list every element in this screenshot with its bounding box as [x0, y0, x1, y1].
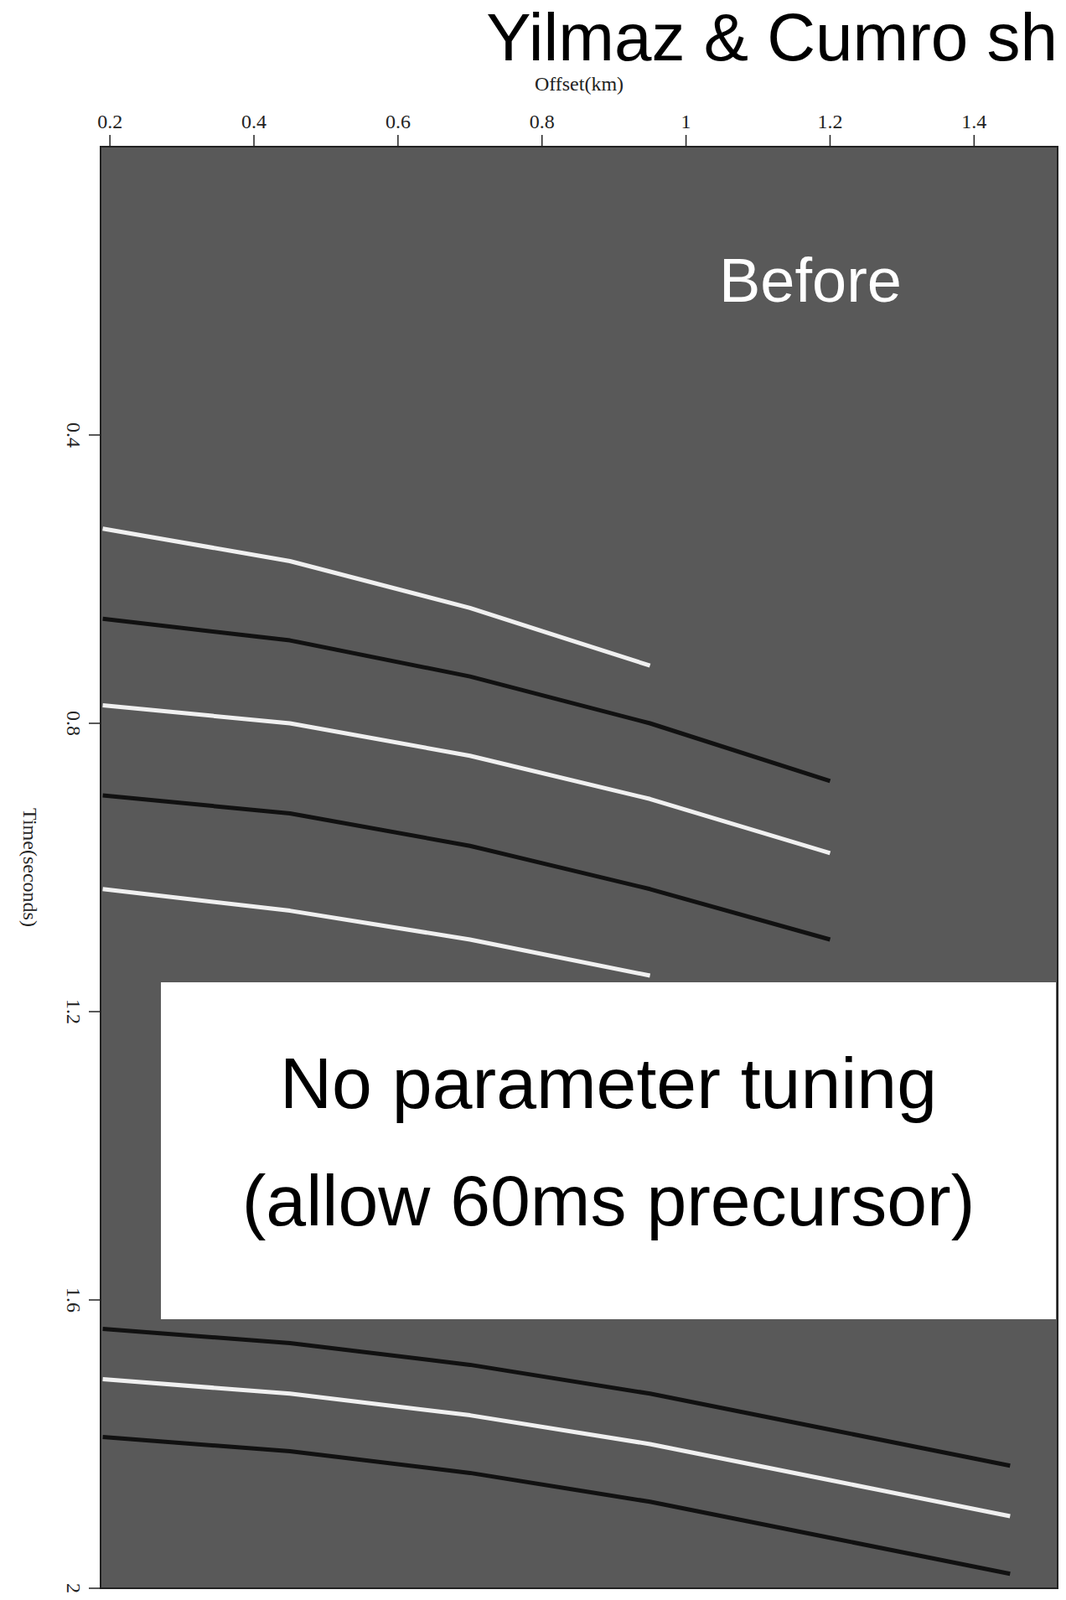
chart: 0.2 0.4 0.6 0.8 1 1.2 1.4 0.4 0.8 1.2 1.6 2 Offset(k…: [0, 0, 1066, 1600]
y-tick: [88, 434, 101, 436]
plot-area: [100, 146, 1058, 1589]
x-tick: [253, 134, 255, 147]
reflection-event: [103, 1436, 1011, 1574]
reflection-event: [103, 705, 831, 854]
reflection-event: [103, 1328, 1011, 1465]
x-tick-label: 1.4: [961, 110, 987, 133]
x-tick-label: 0.2: [97, 110, 123, 133]
annotation: (allow 60ms precursor): [242, 1159, 976, 1241]
x-axis-title: Offset(km): [534, 72, 624, 95]
reflection-event: [103, 795, 831, 940]
y-axis-title: Time(seconds): [19, 807, 42, 927]
x-tick-label: 0.4: [241, 110, 267, 133]
y-tick-label: 0.4: [62, 422, 85, 448]
annotation: No parameter tuning: [279, 1042, 937, 1123]
y-tick: [88, 1587, 101, 1589]
x-tick: [108, 134, 111, 147]
y-tick: [88, 1010, 101, 1013]
annotation: Before: [719, 245, 902, 316]
x-tick: [541, 134, 544, 147]
x-tick: [973, 134, 976, 147]
x-tick-label: 1: [681, 110, 692, 133]
annotation-box: [160, 982, 1056, 1320]
x-tick: [397, 134, 399, 147]
y-tick-label: 0.8: [62, 710, 85, 736]
y-tick-label: 1.2: [62, 998, 85, 1025]
reflection-event: [103, 889, 651, 976]
x-tick-label: 1.2: [817, 110, 843, 133]
reflection-event: [103, 528, 651, 666]
x-tick-label: 0.8: [529, 110, 555, 133]
x-tick: [829, 134, 832, 147]
title: Yilmaz & Cumro sh: [486, 0, 1058, 75]
y-tick: [88, 1298, 101, 1301]
y-tick-label: 1.6: [62, 1287, 85, 1313]
y-tick-label: 2: [62, 1583, 85, 1594]
x-tick-label: 0.6: [385, 110, 411, 133]
x-tick: [685, 134, 688, 147]
y-tick: [88, 722, 101, 725]
